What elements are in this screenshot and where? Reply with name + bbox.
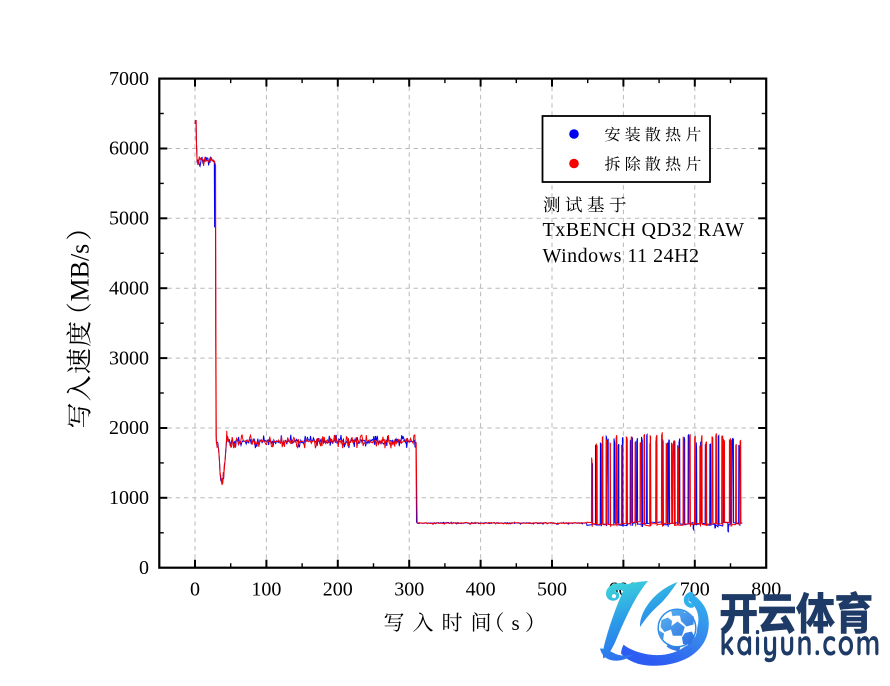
svg-text:2000: 2000	[109, 417, 149, 439]
svg-text:100: 100	[251, 579, 281, 601]
svg-text:s: s	[512, 611, 520, 635]
svg-text:MB/s: MB/s	[66, 244, 95, 302]
svg-text:0: 0	[190, 579, 200, 601]
svg-text:0: 0	[139, 557, 149, 579]
svg-text:3000: 3000	[109, 347, 149, 369]
svg-text:500: 500	[537, 579, 567, 601]
svg-text:6000: 6000	[109, 138, 149, 160]
svg-text:4000: 4000	[109, 277, 149, 299]
svg-text:300: 300	[394, 579, 424, 601]
svg-text:Windows 11 24H2: Windows 11 24H2	[543, 245, 700, 267]
svg-text:400: 400	[466, 579, 496, 601]
svg-text:TxBENCH QD32 RAW: TxBENCH QD32 RAW	[543, 219, 745, 241]
svg-text:200: 200	[323, 579, 353, 601]
svg-text:1000: 1000	[109, 487, 149, 509]
svg-text:5000: 5000	[109, 208, 149, 230]
svg-text:7000: 7000	[109, 68, 149, 90]
